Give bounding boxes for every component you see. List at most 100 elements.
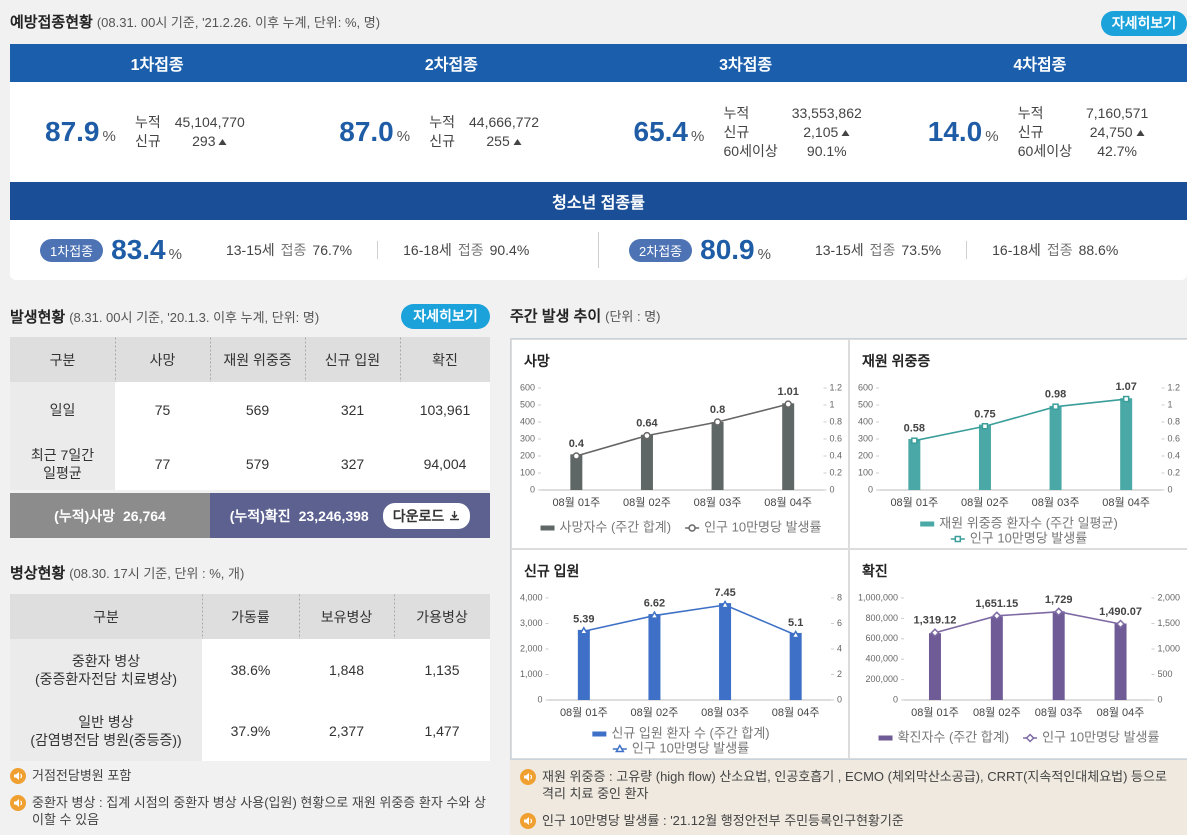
row-label: 일일	[10, 382, 115, 437]
tick-label: 200	[858, 450, 873, 460]
detail-value: 90.1%	[792, 142, 862, 161]
table-cell: 569	[210, 382, 305, 437]
legend-item: 사망자수 (주간 합계)	[540, 519, 671, 534]
arrow-shape	[1136, 129, 1145, 136]
tick-label: 300	[520, 433, 535, 443]
x-tick-label: 08월 01주	[552, 496, 600, 509]
header-cell: 보유병상	[299, 594, 394, 639]
dose-name: 4차접종	[1013, 57, 1067, 74]
tick-label: 500	[1157, 669, 1172, 679]
age-group: 16-18세 접종 90.4%	[403, 240, 529, 260]
note-text: 인구 10만명당 발생률 : '21.12월 행정안전부 주민등록인구현황기준	[542, 813, 904, 828]
tick-label: 0	[837, 694, 842, 704]
marker	[643, 431, 651, 440]
table-cell: 103,961	[400, 382, 490, 437]
marker	[954, 535, 962, 543]
marker	[615, 744, 625, 753]
total-label: (누적)사망	[54, 507, 116, 524]
marker	[713, 418, 722, 426]
section-subtitle: (단위 : 명)	[605, 309, 661, 324]
rate-unit: %	[168, 246, 182, 263]
note-icon	[10, 768, 26, 784]
table-row: 최근 7일간 일평균 77 579 327 94,004	[10, 437, 490, 490]
table-cell: 1,848	[299, 639, 394, 701]
x-tick-label: 08월 03주	[1035, 706, 1083, 719]
marker	[688, 524, 696, 532]
data-label: 5.39	[573, 613, 594, 625]
detail-button[interactable]: 자세히보기	[401, 304, 490, 329]
note-text: 재원 위중증 : 고유량 (high flow) 산소요법, 인공호흡기 , E…	[542, 769, 1167, 801]
bar	[1120, 398, 1133, 490]
icon-wave	[20, 800, 23, 806]
icon-speaker	[14, 772, 19, 780]
section-subtitle: (08.31. 00시 기준, '21.2.26. 이후 누계, 단위: %, …	[96, 15, 381, 30]
note: 인구 10만명당 발생률 : '21.12월 행정안전부 주민등록인구현황기준	[520, 812, 1175, 829]
dose-column: 87.0% 누적 44,666,772 신규 255	[304, 82, 598, 182]
legend-item: 인구 10만명당 발생률	[1023, 729, 1159, 744]
download-button[interactable]: 다운로드	[382, 502, 471, 529]
tick-label: 8	[837, 592, 842, 602]
group-rate: 90.4%	[489, 242, 530, 258]
tick-label: 0.2	[829, 467, 842, 477]
bar	[1049, 405, 1062, 490]
section-subtitle: (8.31. 00시 기준, '20.1.3. 이후 누계, 단위: 명)	[69, 310, 320, 325]
trend-heading: 주간 발생 추이 (단위 : 명)	[510, 305, 661, 326]
note: 거점전담병원 포함	[10, 767, 495, 784]
tick-label: 2	[837, 669, 842, 679]
icon-speaker	[524, 817, 529, 825]
marker	[911, 437, 918, 444]
tick-label: 400	[858, 416, 873, 426]
rate-value: 87.0	[339, 116, 394, 147]
x-tick-label: 08월 01주	[911, 706, 959, 719]
beds-heading: 병상현황 (08.30. 17시 기준, 단위 : %, 개)	[10, 562, 244, 583]
tick-label: 4	[837, 643, 842, 653]
arrow-shape	[218, 139, 227, 145]
tick-label: 600	[858, 382, 873, 392]
section-title: 발생현황	[10, 309, 66, 326]
note: 중환자 병상 : 집계 시점의 중환자 병상 사용(입원) 현황으로 재원 위중…	[10, 794, 495, 828]
marker	[981, 423, 989, 430]
x-tick-label: 08월 03주	[701, 706, 749, 719]
tick-label: 0	[538, 694, 543, 704]
tick-label: 0	[868, 484, 873, 494]
label-line: (중증환자전담 치료병상)	[34, 671, 177, 687]
marker	[1054, 607, 1064, 617]
bar	[978, 424, 991, 490]
group-rate: 73.5%	[901, 242, 942, 258]
section-title: 예방접종현황	[10, 14, 93, 31]
section-title: 병상현황	[10, 565, 66, 582]
marker	[1122, 395, 1130, 403]
age-label: 16-18세	[992, 242, 1041, 258]
detail-value: 24,750	[1086, 123, 1148, 142]
detail-number: 255	[486, 133, 510, 149]
icon-speaker	[524, 773, 529, 781]
tick-label: 600,000	[866, 633, 899, 643]
tick-label: 0.6	[829, 433, 842, 443]
x-tick-label: 08월 01주	[560, 706, 608, 719]
detail-value: 7,160,571	[1086, 104, 1148, 123]
up-arrow	[218, 139, 227, 145]
youth-values: 1차접종 83.4% 13-15세 접종 76.7% 16-18세 접종 90.4% 2차접종 8…	[10, 220, 1187, 280]
legend-item: 신규 입원 환자 수 (주간 합계)	[592, 725, 770, 740]
x-tick-label: 08월 02주	[623, 496, 671, 509]
detail-button[interactable]: 자세히보기	[1101, 11, 1187, 36]
marker	[720, 600, 730, 609]
line	[934, 611, 1121, 634]
dose-values: 87.9% 누적 45,104,770 신규 293 87.0% 누적 44,666,772 신…	[10, 82, 1187, 182]
tick-label: 0.4	[829, 450, 842, 460]
up-arrow	[1136, 129, 1145, 136]
detail-number: 2,105	[803, 123, 839, 140]
bar	[990, 616, 1003, 700]
arrow-shape	[841, 129, 850, 136]
detail-label: 신규	[723, 123, 750, 140]
table-cell: 38.6%	[202, 639, 299, 701]
label-line: 중환자 병상	[71, 653, 141, 669]
tick-label: 200,000	[866, 674, 899, 684]
bar	[648, 614, 661, 700]
outbreak-table: 구분 사망 재원 위중증 신규 입원 확진 일일 75 569 321 103,961 최근 7일간…	[10, 337, 490, 490]
tick-label: 1,500	[1157, 618, 1180, 628]
row-label: 최근 7일간 일평균	[10, 437, 115, 490]
line	[576, 403, 789, 457]
icon-wave	[20, 773, 23, 779]
